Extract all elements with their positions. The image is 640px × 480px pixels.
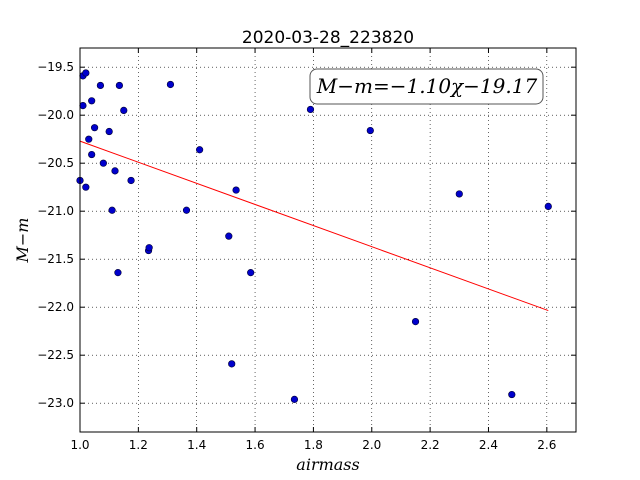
data-point — [544, 202, 552, 210]
axis-ticks: 1.0 1.2 1.4 1.6 1.8 2.0 2.2 2.4 2.6 −19.5 −20.0 −20… — [37, 48, 576, 452]
data-point — [114, 269, 122, 277]
data-point — [127, 176, 135, 185]
data-point — [82, 69, 90, 77]
data-point — [232, 186, 240, 194]
x-tick-label: 1.0 — [70, 438, 89, 452]
data-points — [76, 69, 552, 403]
data-point — [120, 106, 128, 114]
annotation-text: M−m=−1.10χ−19.17 — [316, 74, 538, 98]
y-tick-label: −21.0 — [37, 204, 74, 218]
y-axis-label: M−m — [13, 218, 32, 264]
y-tick-label: −21.5 — [37, 252, 74, 266]
data-point — [111, 167, 119, 175]
data-point — [290, 395, 299, 403]
data-point — [455, 190, 463, 198]
annotation-box — [309, 68, 544, 105]
x-tick-label: 2.2 — [421, 438, 440, 452]
x-tick-label: 2.0 — [362, 438, 381, 452]
data-point — [115, 81, 123, 90]
data-point — [306, 105, 315, 114]
data-point — [85, 135, 93, 143]
y-tick-label: −23.0 — [37, 396, 74, 410]
fit-equation-annotation: M−m=−1.10χ−19.17 — [309, 68, 544, 105]
data-point — [225, 232, 233, 240]
data-point — [88, 97, 96, 105]
data-point — [82, 183, 90, 191]
data-point — [96, 81, 105, 90]
x-axis-label: airmass — [296, 455, 359, 474]
data-point — [247, 269, 255, 277]
x-tick-label: 2.4 — [479, 438, 498, 452]
x-tick-label: 1.6 — [246, 438, 265, 452]
data-point — [99, 159, 107, 167]
data-point — [88, 150, 96, 159]
data-point — [196, 146, 204, 154]
x-tick-label: 1.8 — [304, 438, 323, 452]
fit-line — [79, 140, 549, 312]
data-point — [228, 360, 236, 368]
data-point — [105, 127, 113, 136]
x-tick-label: 1.2 — [129, 438, 148, 452]
data-point — [108, 206, 116, 214]
y-tick-label: −22.0 — [37, 300, 74, 314]
x-tick-label: 2.6 — [537, 438, 556, 452]
data-point — [366, 126, 374, 135]
y-tick-label: −20.5 — [37, 156, 74, 170]
grid — [79, 48, 576, 432]
data-point — [166, 80, 175, 89]
data-point — [508, 390, 516, 399]
data-point — [79, 101, 87, 110]
data-point — [145, 244, 153, 252]
fit-line-layer — [79, 140, 549, 312]
y-tick-label: −20.0 — [37, 108, 74, 122]
y-tick-label: −19.5 — [37, 60, 74, 74]
chart-title: 2020-03-28_223820 — [242, 28, 414, 48]
data-point — [90, 124, 99, 132]
data-point — [182, 206, 191, 214]
y-tick-label: −22.5 — [37, 348, 74, 362]
plot-frame — [79, 47, 577, 433]
data-point — [411, 318, 420, 326]
x-tick-label: 1.4 — [187, 438, 206, 452]
